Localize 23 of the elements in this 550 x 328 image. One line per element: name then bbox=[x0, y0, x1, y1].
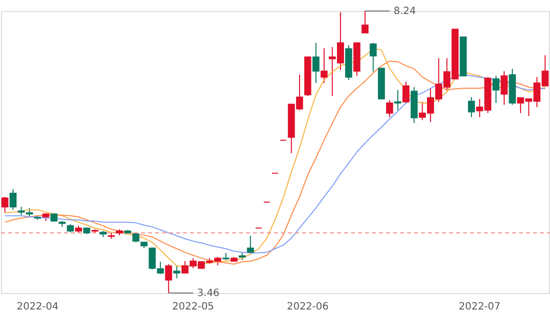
candlestick bbox=[386, 100, 394, 118]
candlestick bbox=[173, 265, 180, 279]
candlestick bbox=[362, 10, 369, 34]
candlestick bbox=[370, 42, 377, 72]
annotation: 8.24 bbox=[394, 6, 416, 17]
x-tick-label: 2022-04 bbox=[16, 302, 59, 312]
x-tick-label: 2022-07 bbox=[458, 302, 501, 312]
candlestick bbox=[246, 235, 254, 253]
candlestick bbox=[148, 247, 156, 270]
candlestick bbox=[468, 96, 475, 118]
candlestick bbox=[500, 70, 508, 106]
candlestick bbox=[320, 48, 328, 84]
candlestick bbox=[1, 196, 8, 214]
candlestick bbox=[156, 261, 164, 275]
candlestick bbox=[394, 90, 402, 111]
annotation: 3.46 bbox=[197, 288, 220, 299]
candlestick bbox=[402, 81, 410, 104]
candlestick bbox=[312, 42, 320, 84]
x-tick-label: 2022-06 bbox=[286, 302, 329, 312]
candlestick bbox=[165, 264, 172, 294]
candlestick bbox=[492, 75, 500, 104]
candlestick bbox=[10, 188, 17, 210]
x-tick-label: 2022-05 bbox=[172, 302, 214, 312]
